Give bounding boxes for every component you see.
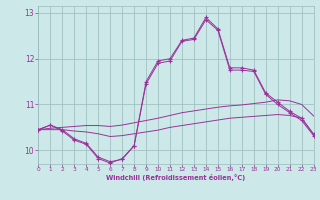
X-axis label: Windchill (Refroidissement éolien,°C): Windchill (Refroidissement éolien,°C) bbox=[106, 174, 246, 181]
